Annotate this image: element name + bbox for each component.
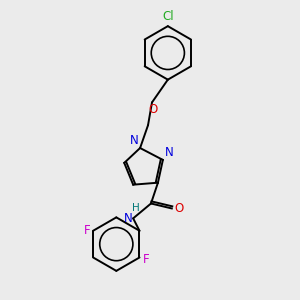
Text: O: O bbox=[148, 103, 158, 116]
Text: H: H bbox=[132, 203, 140, 213]
Text: Cl: Cl bbox=[162, 10, 174, 23]
Text: O: O bbox=[175, 202, 184, 215]
Text: N: N bbox=[123, 212, 132, 225]
Text: N: N bbox=[165, 146, 174, 159]
Text: F: F bbox=[142, 253, 149, 266]
Text: F: F bbox=[84, 224, 90, 237]
Text: N: N bbox=[130, 134, 139, 147]
